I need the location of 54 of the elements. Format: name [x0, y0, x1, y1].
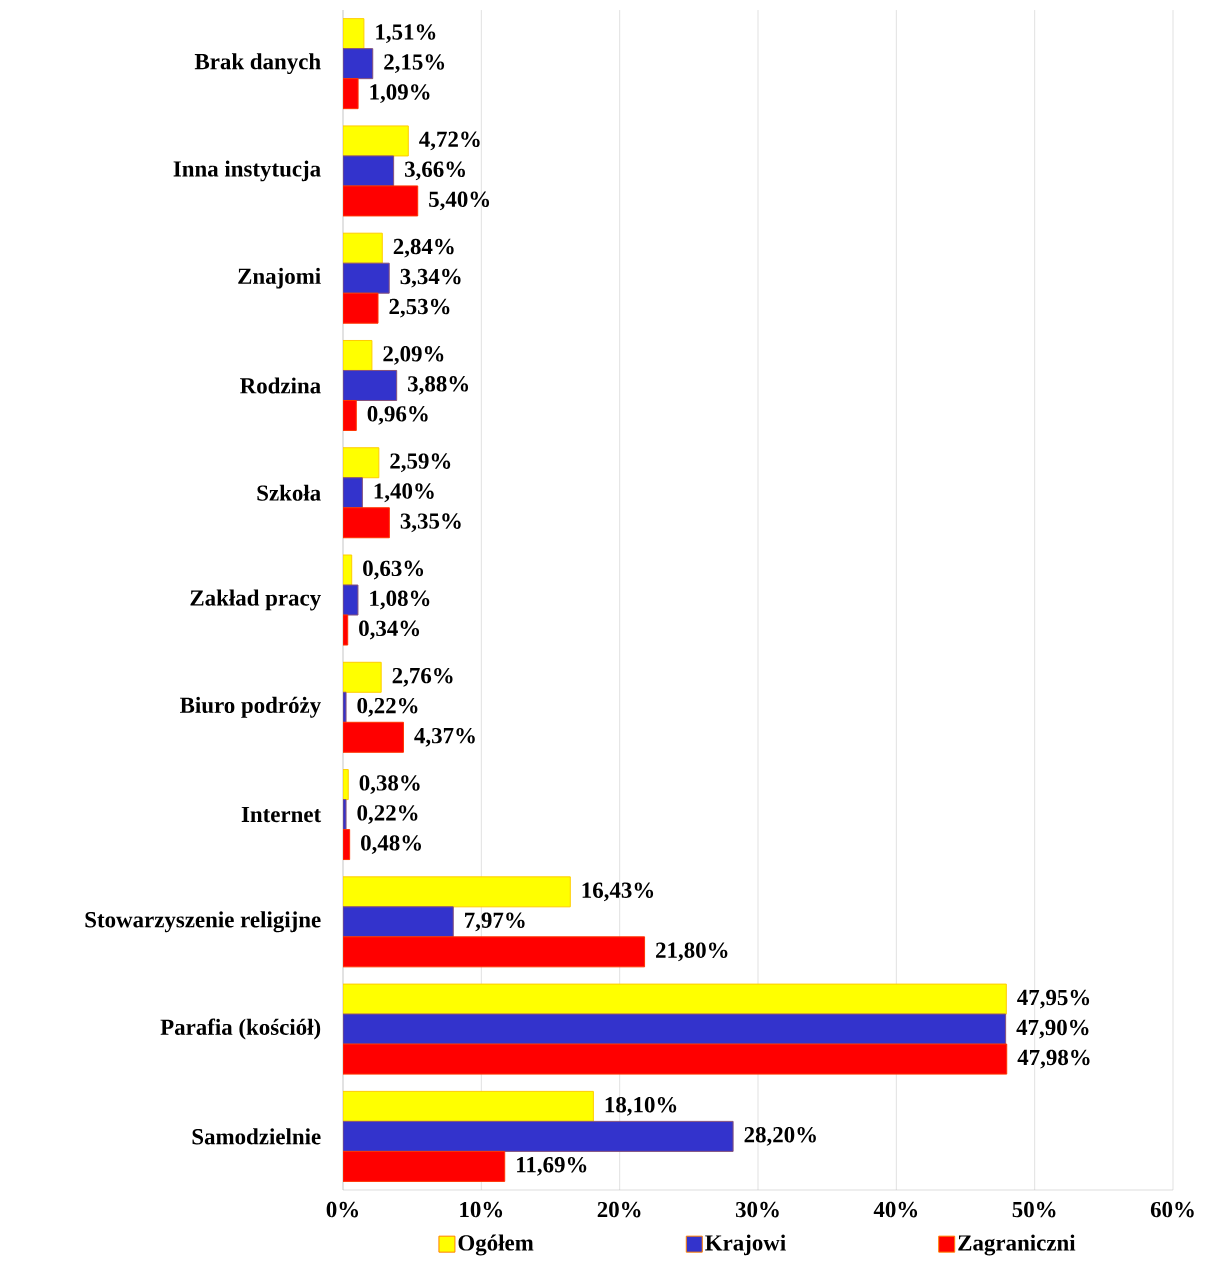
y-tick-label: Biuro podróży	[180, 696, 321, 718]
x-tick-label: 0%	[326, 1201, 359, 1218]
y-tick-label: Stowarzyszenie religijne	[85, 911, 321, 933]
data-label: 47,90%	[1016, 1019, 1089, 1039]
data-label: 4,72%	[419, 131, 480, 151]
x-tick-label: 40%	[873, 1201, 918, 1218]
data-label: 7,97%	[465, 912, 525, 932]
data-label: 28,20%	[744, 1126, 816, 1146]
data-label: 0,96%	[367, 406, 428, 425]
data-label: 0,22%	[357, 697, 418, 717]
legend-label: Krajowi	[705, 1234, 786, 1256]
data-label: 1,51%	[376, 24, 436, 44]
data-label: 4,37%	[414, 727, 475, 747]
data-label: 18,10%	[605, 1096, 677, 1116]
data-label: 3,34%	[400, 268, 461, 288]
y-tick-label: Szkoła	[257, 484, 321, 501]
data-label: 2,76%	[392, 667, 453, 687]
data-label: 5,40%	[429, 191, 490, 211]
data-label: 47,95%	[1017, 989, 1090, 1009]
data-label: 0,48%	[361, 835, 422, 854]
data-label: 1,40%	[374, 483, 434, 503]
data-label: 0,34%	[359, 620, 420, 640]
y-tick-label: Znajomi	[238, 267, 321, 289]
x-tick-label: 10%	[460, 1201, 503, 1218]
data-label: 3,88%	[408, 376, 469, 395]
x-tick-label: 50%	[1012, 1201, 1056, 1218]
data-label: 47,98%	[1017, 1049, 1090, 1069]
data-label: 1,09%	[370, 84, 430, 104]
data-label: 0,22%	[357, 805, 418, 824]
data-label: 3,35%	[400, 513, 461, 533]
y-tick-label: Rodzina	[240, 377, 321, 394]
x-tick-label: 60%	[1150, 1201, 1194, 1218]
legend-label: Ogółem	[458, 1234, 534, 1256]
data-label: 11,69%	[517, 1156, 587, 1176]
y-tick-label: Samodzielnie	[192, 1128, 321, 1145]
data-label: 2,53%	[389, 298, 450, 318]
data-label: 0,63%	[363, 560, 424, 580]
y-tick-label: Internet	[241, 806, 322, 823]
data-label: 3,66%	[404, 161, 465, 181]
data-label: 2,84%	[393, 238, 454, 258]
data-label: 2,59%	[390, 453, 451, 473]
x-tick-label: 30%	[735, 1201, 779, 1218]
data-label: 2,09%	[383, 346, 444, 365]
x-tick-label: 20%	[597, 1201, 641, 1218]
y-tick-label: Inna instytucja	[173, 160, 321, 182]
y-tick-label: Brak danych	[194, 53, 321, 75]
legend-label: Zagraniczni	[958, 1234, 1076, 1256]
data-label: 16,43%	[582, 882, 654, 902]
y-tick-label: Parafia (kościół)	[160, 1018, 321, 1040]
y-tick-label: Zakład pracy	[190, 589, 321, 611]
data-label: 0,38%	[359, 775, 420, 794]
data-label: 2,15%	[384, 54, 445, 74]
data-label: 1,08%	[370, 590, 430, 610]
data-label: 21,80%	[656, 942, 728, 962]
